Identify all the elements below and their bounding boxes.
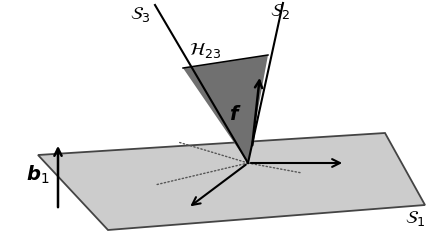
Polygon shape bbox=[155, 3, 283, 68]
Polygon shape bbox=[183, 55, 268, 163]
Text: $\mathcal{S}_1$: $\mathcal{S}_1$ bbox=[405, 209, 425, 228]
Text: $\mathcal{S}_3$: $\mathcal{S}_3$ bbox=[130, 5, 150, 24]
Text: $\boldsymbol{f}$: $\boldsymbol{f}$ bbox=[229, 106, 241, 124]
Text: $\boldsymbol{b}_1$: $\boldsymbol{b}_1$ bbox=[26, 164, 50, 186]
Text: $\mathcal{S}_2$: $\mathcal{S}_2$ bbox=[270, 2, 290, 21]
Polygon shape bbox=[38, 133, 425, 230]
Text: $\mathcal{H}_{23}$: $\mathcal{H}_{23}$ bbox=[189, 41, 221, 60]
